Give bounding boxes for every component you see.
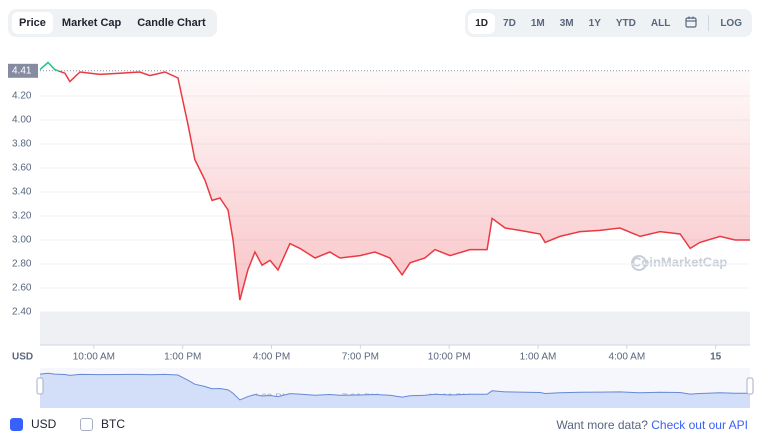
checkbox[interactable] xyxy=(10,417,23,431)
y-tick-label: 2.60 xyxy=(12,283,32,294)
option-label: BTC xyxy=(101,417,125,431)
y-tick-label: 3.80 xyxy=(12,139,32,150)
price-area xyxy=(58,70,750,300)
range[interactable]: 1M xyxy=(530,17,545,29)
range[interactable]: YTD xyxy=(615,17,636,29)
range[interactable]: 3M xyxy=(559,17,574,29)
chart-tabs: Price Market Cap Candle Chart xyxy=(8,9,217,37)
watermark-logo xyxy=(631,255,647,271)
price-line xyxy=(55,70,750,301)
range[interactable]: 1Y xyxy=(588,17,601,29)
y-tick-label: 3.60 xyxy=(12,163,32,174)
calendar-icon xyxy=(685,16,697,28)
tab[interactable]: Candle Chart xyxy=(137,17,206,29)
reference-badge xyxy=(8,63,38,78)
y-tick-label: 4.20 xyxy=(12,91,32,102)
navigator-line xyxy=(39,372,750,401)
option[interactable]: BTC xyxy=(80,417,125,431)
x-tick-label: 10:00 AM xyxy=(73,352,115,363)
reference-label: 4.41 xyxy=(12,65,32,76)
y-tick-label: 3.20 xyxy=(12,211,32,222)
y-tick-label: 2.40 xyxy=(12,307,32,318)
watermark: CoinMarketCap xyxy=(632,254,727,269)
y-tick-label: 2.80 xyxy=(12,259,32,270)
x-tick-label: 1:00 AM xyxy=(520,352,557,363)
tab[interactable]: Price xyxy=(12,12,53,34)
y-tick-label: 3.00 xyxy=(12,235,32,246)
prompt: Want more data? xyxy=(556,418,648,432)
option-label: USD xyxy=(31,417,57,431)
separator xyxy=(708,15,710,31)
calendar[interactable] xyxy=(678,11,704,36)
x-tick-label: 10:00 PM xyxy=(428,352,471,363)
range[interactable]: ALL xyxy=(650,17,671,29)
navigator-handle[interactable] xyxy=(746,377,754,395)
x-tick-label: 4:00 PM xyxy=(253,352,290,363)
y-tick-label: 4.00 xyxy=(12,115,32,126)
range[interactable]: 1D xyxy=(468,12,496,34)
option[interactable]: USD xyxy=(10,417,56,431)
api-link[interactable]: Check out our API xyxy=(651,418,748,432)
tab[interactable]: Market Cap xyxy=(61,17,122,29)
x-tick-label: 1:00 PM xyxy=(164,352,201,363)
x-tick-label: 15 xyxy=(710,352,722,363)
checkbox[interactable] xyxy=(80,417,93,431)
x-tick-label: 7:00 PM xyxy=(342,352,379,363)
range-tabs: 1D 7D 1M 3M 1Y YTD ALL LOG xyxy=(465,9,752,37)
api-prompt: Want more data? Check out our API xyxy=(556,418,748,432)
y-tick-label: 3.40 xyxy=(12,187,32,198)
currency-label: USD xyxy=(12,352,33,363)
volume-band xyxy=(40,312,750,345)
range[interactable]: 7D xyxy=(503,17,516,29)
navigator-area xyxy=(40,373,750,408)
log-toggle[interactable]: LOG xyxy=(720,17,742,29)
x-tick-label: 4:00 AM xyxy=(608,352,645,363)
navigator-handle[interactable] xyxy=(36,377,44,395)
